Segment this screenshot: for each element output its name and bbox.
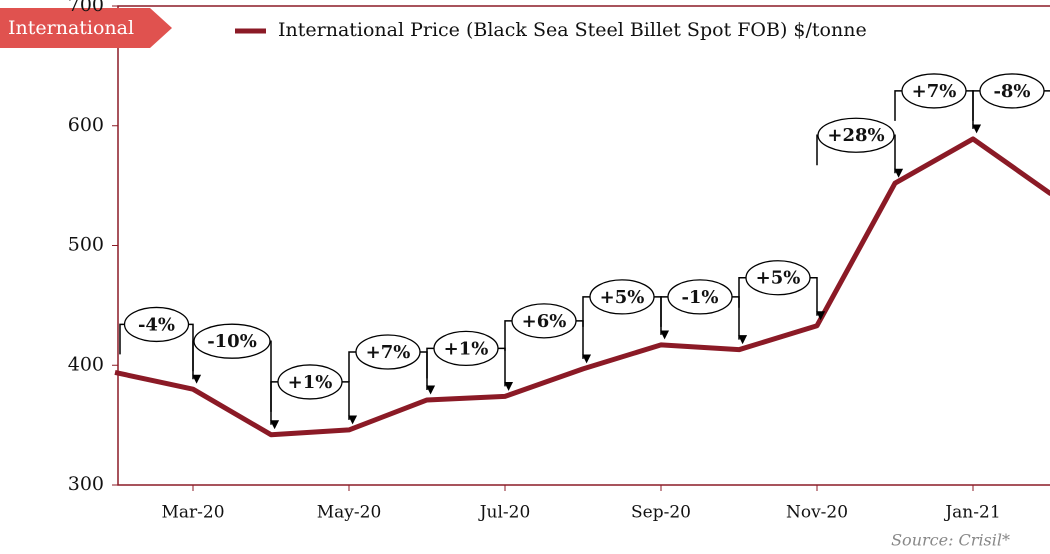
change-label: +7% <box>366 342 411 363</box>
annotation-bubble <box>745 260 811 296</box>
change-label: -8% <box>993 81 1030 102</box>
change-label: -1% <box>681 287 718 308</box>
change-label: +28% <box>827 125 884 146</box>
plot: -4% -10% +1% +7% +1% +6% +5% -1% +5% +28% +7% -8% <box>114 73 1050 438</box>
line-series <box>114 136 1050 438</box>
annotation-bubble <box>589 279 655 315</box>
change-label: +5% <box>756 268 801 289</box>
plot-frame <box>117 5 1050 486</box>
x-tick-label: Nov-20 <box>786 503 848 523</box>
change-label: +1% <box>288 372 333 393</box>
tag-badge <box>0 8 172 48</box>
annotation-bubble <box>901 73 967 109</box>
annotation-bubble <box>355 334 421 370</box>
x-tick-label: Mar-20 <box>161 503 224 523</box>
annotation-bubble <box>433 330 499 367</box>
annotation-bubble <box>511 303 577 339</box>
y-tick-label: 700 <box>68 0 104 16</box>
annotation-bubble <box>123 306 190 343</box>
annotation-bubble <box>667 279 733 315</box>
x-tick-label: Sep-20 <box>631 503 691 523</box>
source: Source: Crisil* <box>891 531 1010 550</box>
x-tick-label: Jan-21 <box>943 503 1000 523</box>
annotation-bubble <box>277 364 343 400</box>
y-tick-label: 500 <box>68 234 104 256</box>
change-label: -4% <box>138 314 175 335</box>
y-tick-label: 300 <box>68 473 104 495</box>
change-label: +7% <box>912 81 957 102</box>
change-label: -10% <box>207 331 257 352</box>
legend-label: International Price (Black Sea Steel Bil… <box>278 19 867 41</box>
y-tick-label: 400 <box>68 353 104 375</box>
annotation-bubble <box>193 323 271 359</box>
change-label: +6% <box>522 311 567 332</box>
change-label: +5% <box>600 287 645 308</box>
y-tick-label: 600 <box>68 114 104 136</box>
tag-label: International <box>8 17 134 39</box>
x-tick-label: May-20 <box>317 503 382 523</box>
change-label: +1% <box>444 338 489 359</box>
x-tick-label: Jul-20 <box>478 503 531 523</box>
annotation-bubble <box>979 73 1045 109</box>
annotation-bubble <box>817 117 895 153</box>
